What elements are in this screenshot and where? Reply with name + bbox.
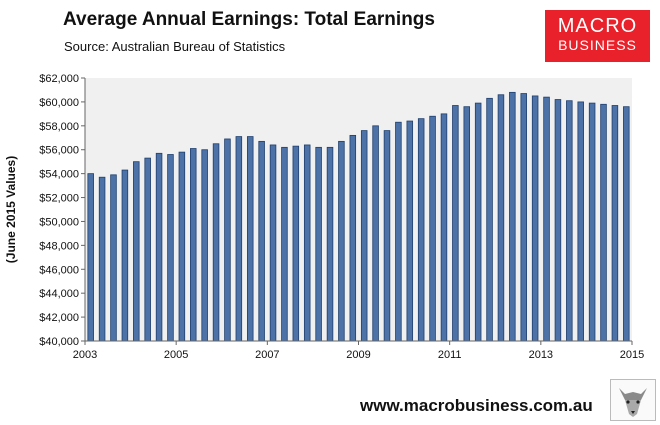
bar: [520, 93, 527, 342]
y-tick-label: $62,000: [39, 73, 79, 85]
bar: [258, 140, 265, 342]
x-tick-label: 2007: [255, 349, 279, 361]
x-tick-label: 2015: [620, 349, 644, 361]
bar: [600, 103, 607, 342]
bar: [417, 118, 425, 342]
bar: [190, 148, 197, 342]
y-tick-label: $44,000: [39, 288, 79, 300]
x-tick-label: 2009: [346, 349, 370, 361]
bar: [566, 100, 573, 342]
bar: [133, 161, 140, 342]
x-tick-label: 2011: [438, 349, 462, 361]
bar: [178, 151, 186, 342]
macrobusiness-logo: MACRO BUSINESS: [545, 10, 650, 62]
y-tick-label: $60,000: [39, 97, 79, 109]
y-tick-label: $40,000: [39, 336, 79, 348]
bar: [486, 97, 493, 342]
bar: [497, 94, 505, 342]
bar: [395, 121, 402, 342]
y-axis-label: (June 2015 Values): [4, 156, 18, 263]
bar: [588, 102, 596, 342]
bar: [292, 145, 300, 342]
bar: [452, 105, 459, 342]
bar: [360, 130, 368, 342]
plot-area: [85, 78, 632, 341]
bar: [201, 149, 208, 342]
bar: [87, 173, 94, 342]
bar: [212, 143, 220, 342]
bar: [554, 99, 562, 342]
bar: [623, 106, 630, 342]
x-tick-label: 2005: [164, 349, 188, 361]
y-tick-label: $48,000: [39, 240, 79, 252]
y-tick-label: $46,000: [39, 264, 79, 276]
bar: [246, 136, 254, 342]
bar: [269, 144, 277, 342]
y-tick-labels: $40,000 $42,000 $44,000 $46,000 $48,000 $50,0…: [39, 73, 85, 348]
bar: [611, 105, 619, 342]
bar: [167, 154, 174, 342]
bar: [315, 146, 322, 342]
bar: [577, 101, 584, 342]
bar: [338, 140, 345, 342]
bar: [144, 157, 151, 342]
y-tick-label: $54,000: [39, 169, 79, 181]
y-tick-label: $50,000: [39, 216, 79, 228]
bar: [463, 106, 471, 342]
x-tick-label: 2003: [73, 349, 97, 361]
bar: [155, 152, 163, 342]
wolf-mascot-icon: [610, 379, 656, 421]
bar: [543, 96, 550, 342]
y-tick-label: $56,000: [39, 145, 79, 157]
y-tick-label: $58,000: [39, 121, 79, 133]
bar: [349, 134, 357, 342]
bar: [429, 115, 436, 342]
bar: [531, 95, 539, 342]
website-url[interactable]: www.macrobusiness.com.au: [360, 396, 593, 415]
y-tick-label: $52,000: [39, 193, 79, 205]
bar: [303, 144, 311, 342]
bar: [440, 113, 448, 342]
bar: [474, 102, 482, 342]
bar: [383, 130, 391, 342]
bar: [110, 174, 117, 342]
bar: [121, 169, 129, 342]
y-tick-label: $42,000: [39, 312, 79, 324]
bar: [509, 91, 516, 342]
chart-source: Source: Australian Bureau of Statistics: [64, 39, 286, 54]
bar: [98, 176, 106, 342]
chart-title: Average Annual Earnings: Total Earnings: [63, 9, 435, 30]
bar: [224, 138, 231, 342]
bar: [326, 146, 334, 342]
bar: [406, 120, 414, 342]
bar: [235, 136, 243, 342]
bar: [281, 146, 288, 342]
x-tick-label: 2013: [529, 349, 553, 361]
bar: [372, 125, 379, 342]
x-tick-labels: 2003 2005 2007 2009 2011 2013 2015: [73, 341, 644, 361]
logo-line-2: BUSINESS: [558, 37, 637, 53]
logo-line-1: MACRO: [557, 15, 638, 37]
